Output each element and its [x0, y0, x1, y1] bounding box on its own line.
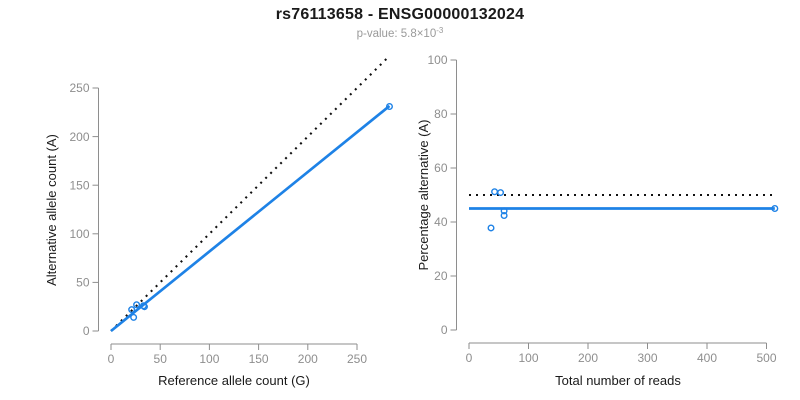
page-title: rs76113658 - ENSG00000132024 — [275, 6, 525, 23]
x-tick-label: 100 — [199, 352, 219, 366]
x-tick-label: 400 — [697, 351, 717, 365]
y-tick-label: 60 — [434, 161, 448, 175]
data-point — [139, 302, 147, 310]
data-point — [500, 207, 508, 215]
left-x-axis-title: Reference allele count (G) — [158, 373, 310, 388]
data-point — [385, 102, 393, 110]
y-tick-label: 20 — [434, 269, 448, 283]
p-value-subtitle: p-value: 5.8×10-3 — [0, 26, 800, 40]
y-tick-label: 0 — [441, 323, 448, 337]
y-tick-label: 200 — [69, 130, 89, 144]
x-tick-label: 50 — [154, 352, 168, 366]
right-plot-canvas: 0 20 40 60 80 100 0 100 200 300 400 500 — [427, 53, 779, 365]
y-tick-label: 40 — [434, 215, 448, 229]
p-value-exponent: -3 — [436, 26, 444, 35]
left-plot-canvas: 0 50 100 150 200 250 0 50 100 150 200 250 — [69, 55, 393, 366]
p-value-text: p-value: 5.8×10 — [356, 28, 437, 40]
data-point — [128, 306, 136, 314]
data-point — [771, 204, 779, 212]
data-point — [497, 189, 505, 197]
right-y-axis-title: Percentage alternative (A) — [416, 119, 431, 270]
y-tick-label: 80 — [434, 107, 448, 121]
y-tick-label: 0 — [83, 324, 90, 338]
right-plot: 0 20 40 60 80 100 0 100 200 300 400 500 Total numbe… — [416, 53, 779, 388]
x-tick-label: 300 — [637, 351, 657, 365]
x-tick-label: 200 — [578, 351, 598, 365]
y-tick-label: 250 — [69, 81, 89, 95]
left-y-axis-title: Alternative allele count (A) — [44, 134, 59, 286]
x-tick-label: 100 — [518, 351, 538, 365]
data-point — [133, 301, 141, 309]
x-tick-label: 0 — [108, 352, 115, 366]
y-tick-label: 100 — [69, 227, 89, 241]
left-plot: 0 50 100 150 200 250 0 50 100 150 200 250 Reference… — [44, 55, 393, 388]
y-tick-label: 50 — [76, 276, 90, 290]
identity-50pct-line — [110, 55, 391, 332]
x-tick-label: 250 — [347, 352, 367, 366]
x-tick-label: 500 — [756, 351, 776, 365]
right-x-axis-title: Total number of reads — [555, 373, 681, 388]
fitted-ratio-line — [110, 104, 391, 333]
data-point — [491, 188, 499, 196]
data-point — [487, 224, 495, 232]
data-point — [140, 303, 148, 311]
x-tick-label: 0 — [466, 351, 473, 365]
x-tick-label: 150 — [249, 352, 269, 366]
data-point — [500, 212, 508, 220]
data-point — [130, 313, 138, 321]
y-tick-label: 100 — [427, 53, 447, 67]
y-tick-label: 150 — [69, 178, 89, 192]
x-tick-label: 200 — [298, 352, 318, 366]
